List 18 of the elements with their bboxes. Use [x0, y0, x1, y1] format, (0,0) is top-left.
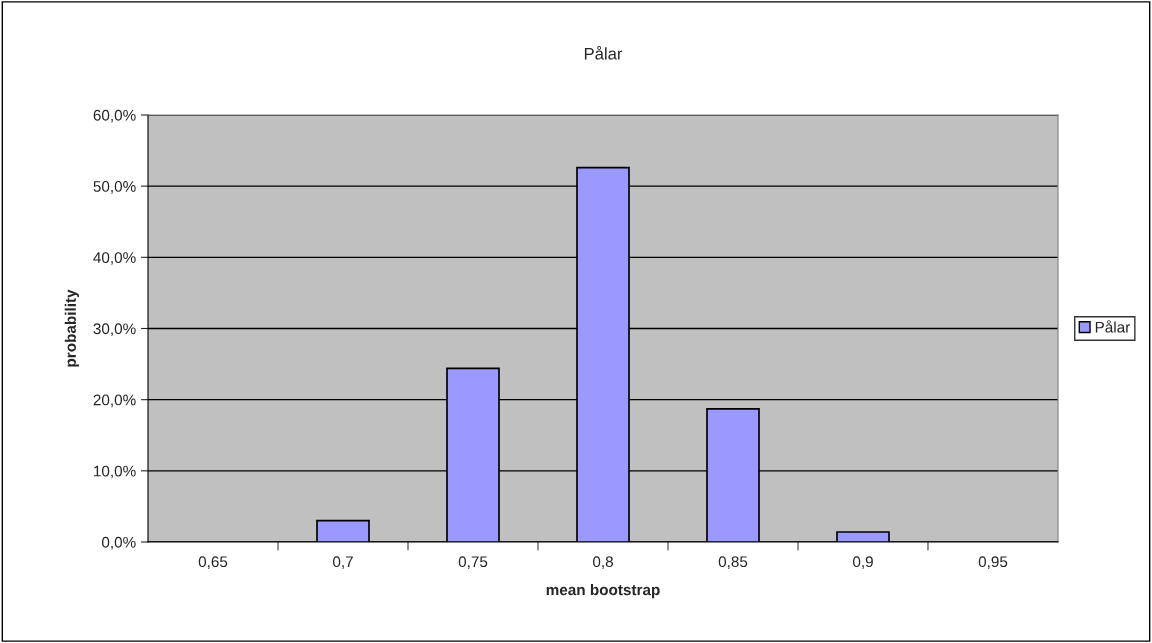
x-tick-label: 0,7 — [332, 556, 353, 569]
y-tick-label: 20,0% — [93, 394, 136, 408]
y-tick-label: 60,0% — [93, 109, 136, 123]
x-tick-label: 0,75 — [458, 556, 488, 569]
y-tick-label: 30,0% — [93, 323, 136, 336]
chart-title: Pålar — [584, 46, 623, 60]
x-tick-label: 0,8 — [592, 556, 613, 569]
y-tick-label: 0,0% — [101, 536, 136, 550]
y-tick-label: 40,0% — [93, 252, 136, 265]
y-axis-title: probability — [64, 289, 79, 367]
y-tick-label: 50,0% — [93, 181, 136, 194]
x-tick-label: 0,85 — [718, 556, 748, 569]
x-tick-label: 0,9 — [852, 556, 873, 569]
legend-label: Pålar — [1095, 320, 1131, 333]
x-tick-label: 0,95 — [978, 556, 1008, 569]
x-axis-title: mean bootstrap — [546, 584, 660, 599]
y-tick-label: 10,0% — [94, 465, 136, 479]
x-tick-label: 0,65 — [198, 556, 228, 569]
